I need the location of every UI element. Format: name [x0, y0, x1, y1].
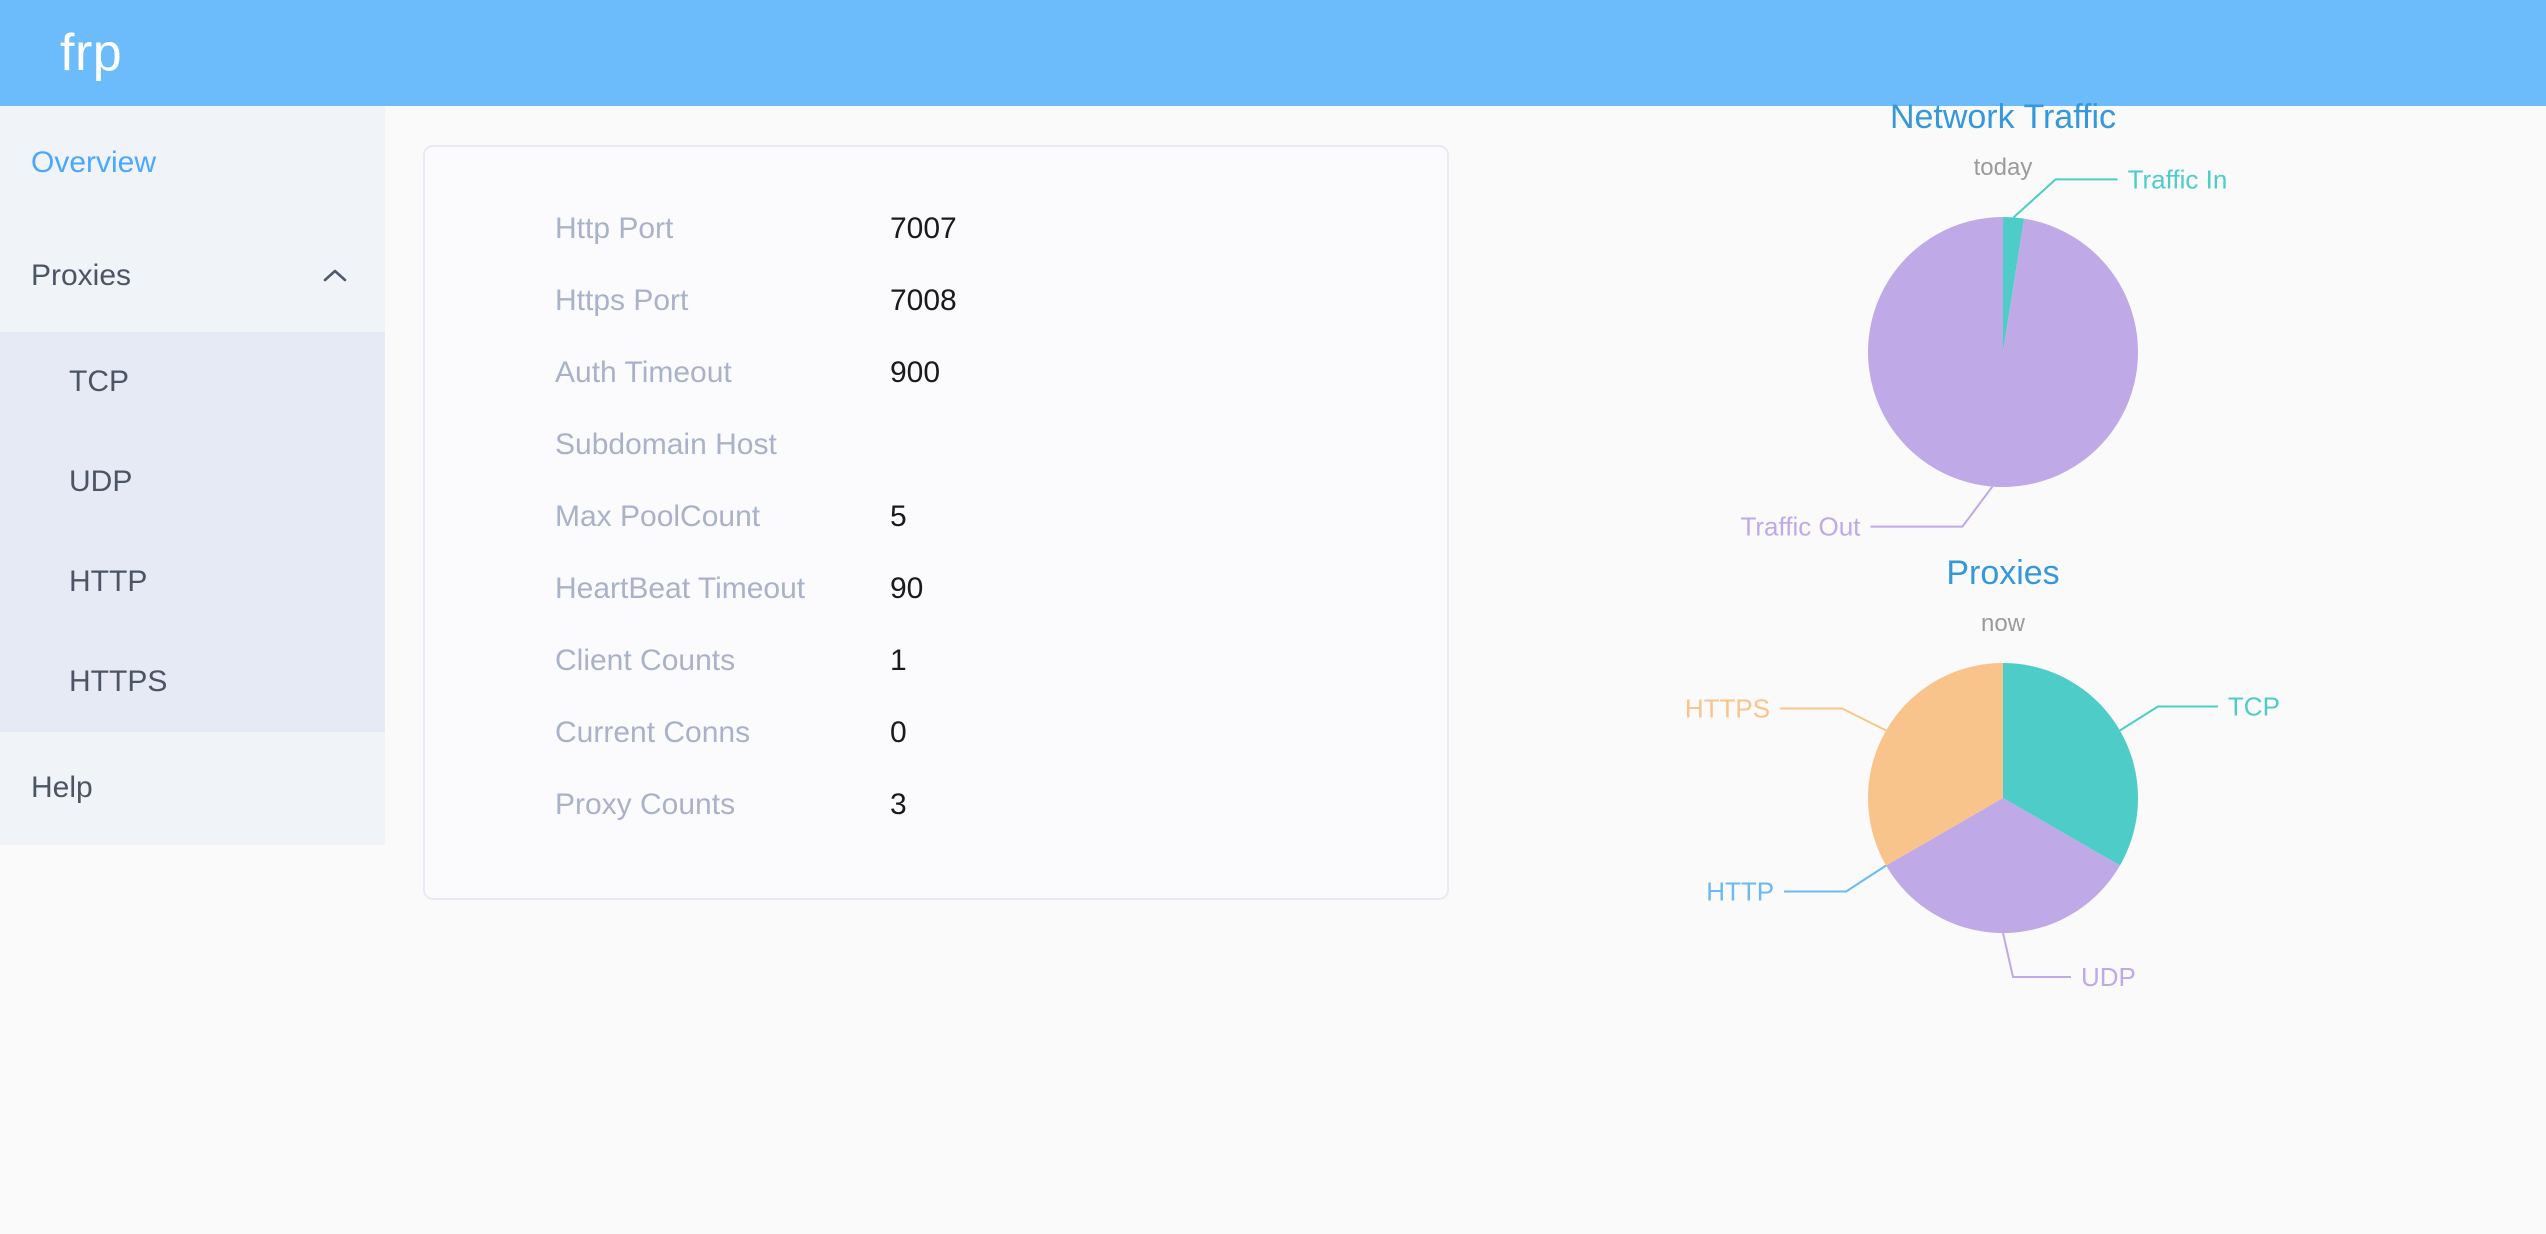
- table-row: Max PoolCount 5: [425, 500, 1447, 572]
- pie-label-udp: UDP: [2081, 962, 2136, 992]
- row-label-auth-timeout: Auth Timeout: [555, 356, 732, 389]
- chart-subtitle-proxies: now: [1980, 610, 2026, 637]
- proxies-chart: Proxies now TCP UDP HTTP HTTPS: [1460, 554, 2546, 992]
- row-value-client-counts: 1: [890, 644, 907, 677]
- proxies-pie-svg[interactable]: TCP UDP HTTP HTTPS: [1653, 638, 2353, 992]
- sidebar-item-https[interactable]: HTTPS: [0, 632, 385, 732]
- chart-title-network-traffic: Network Traffic: [1889, 98, 2117, 136]
- network-traffic-pie-wrap: Traffic In Traffic Out: [1460, 164, 2546, 541]
- app-header: frp: [0, 0, 2546, 106]
- sidebar-subitem-label-tcp: TCP: [69, 365, 129, 398]
- network-traffic-pie-svg[interactable]: Traffic In Traffic Out: [1653, 164, 2353, 541]
- proxies-pie-wrap: TCP UDP HTTP HTTPS: [1460, 638, 2546, 992]
- sidebar-item-proxies[interactable]: Proxies: [0, 219, 385, 332]
- chart-title-proxies: Proxies: [1946, 554, 2060, 592]
- table-row: Http Port 7007: [425, 212, 1447, 284]
- row-label-proxy-counts: Proxy Counts: [555, 788, 736, 821]
- table-row: Auth Timeout 900: [425, 356, 1447, 428]
- server-info-card: Http Port 7007 Https Port 7008 Auth Time…: [423, 145, 1449, 900]
- row-value-proxy-counts: 3: [890, 788, 907, 821]
- table-row: HeartBeat Timeout 90: [425, 572, 1447, 644]
- sidebar-subitem-label-https: HTTPS: [69, 665, 168, 698]
- row-value-auth-timeout: 900: [890, 356, 941, 389]
- row-label-subdomain-host: Subdomain Host: [555, 428, 777, 461]
- sidebar-item-http[interactable]: HTTP: [0, 532, 385, 632]
- sidebar-item-label-overview: Overview: [31, 145, 157, 179]
- pie-label-https: HTTPS: [1685, 694, 1770, 724]
- pie-label-tcp: TCP: [2228, 692, 2280, 722]
- table-row: Proxy Counts 3: [425, 788, 1447, 860]
- charts-column: Network Traffic today Traffic In Traffic …: [1460, 98, 2546, 1234]
- table-row: Subdomain Host: [425, 428, 1447, 500]
- pie-label-traffic-out: Traffic Out: [1740, 512, 1861, 542]
- row-label-http-port: Http Port: [555, 212, 674, 245]
- chart-subtitle-network-traffic: today: [1973, 154, 2033, 181]
- sidebar-item-label-proxies: Proxies: [31, 258, 132, 292]
- sidebar-nav: Overview Proxies TCP UDP HTTP HTTPS: [0, 106, 385, 845]
- pie-label-traffic-in: Traffic In: [2128, 164, 2228, 194]
- row-label-https-port: Https Port: [555, 284, 689, 317]
- server-info-row-list: Http Port 7007 Https Port 7008 Auth Time…: [425, 147, 1447, 860]
- network-traffic-chart: Network Traffic today Traffic In Traffic …: [1460, 98, 2546, 542]
- sidebar-submenu-proxies: TCP UDP HTTP HTTPS: [0, 332, 385, 732]
- table-row: Https Port 7008: [425, 284, 1447, 356]
- row-label-heartbeat-timeout: HeartBeat Timeout: [555, 572, 806, 605]
- row-value-heartbeat-timeout: 90: [890, 572, 924, 605]
- row-label-max-poolcount: Max PoolCount: [555, 500, 761, 533]
- row-label-current-conns: Current Conns: [555, 716, 751, 749]
- sidebar-item-udp[interactable]: UDP: [0, 432, 385, 532]
- sidebar-item-label-help: Help: [31, 771, 93, 804]
- sidebar-item-overview[interactable]: Overview: [0, 106, 385, 219]
- table-row: Client Counts 1: [425, 644, 1447, 716]
- pie-label-http: HTTP: [1706, 877, 1774, 907]
- sidebar-item-tcp[interactable]: TCP: [0, 332, 385, 432]
- sidebar-item-help[interactable]: Help: [0, 732, 385, 844]
- app-brand-logo: frp: [60, 24, 123, 82]
- row-label-client-counts: Client Counts: [555, 644, 736, 677]
- row-value-http-port: 7007: [890, 212, 957, 245]
- sidebar-subitem-label-http: HTTP: [69, 565, 148, 598]
- row-value-https-port: 7008: [890, 284, 957, 317]
- row-value-current-conns: 0: [890, 716, 907, 749]
- row-value-max-poolcount: 5: [890, 500, 907, 533]
- table-row: Current Conns 0: [425, 716, 1447, 788]
- sidebar-subitem-label-udp: UDP: [69, 465, 133, 498]
- chevron-up-icon[interactable]: [318, 259, 352, 293]
